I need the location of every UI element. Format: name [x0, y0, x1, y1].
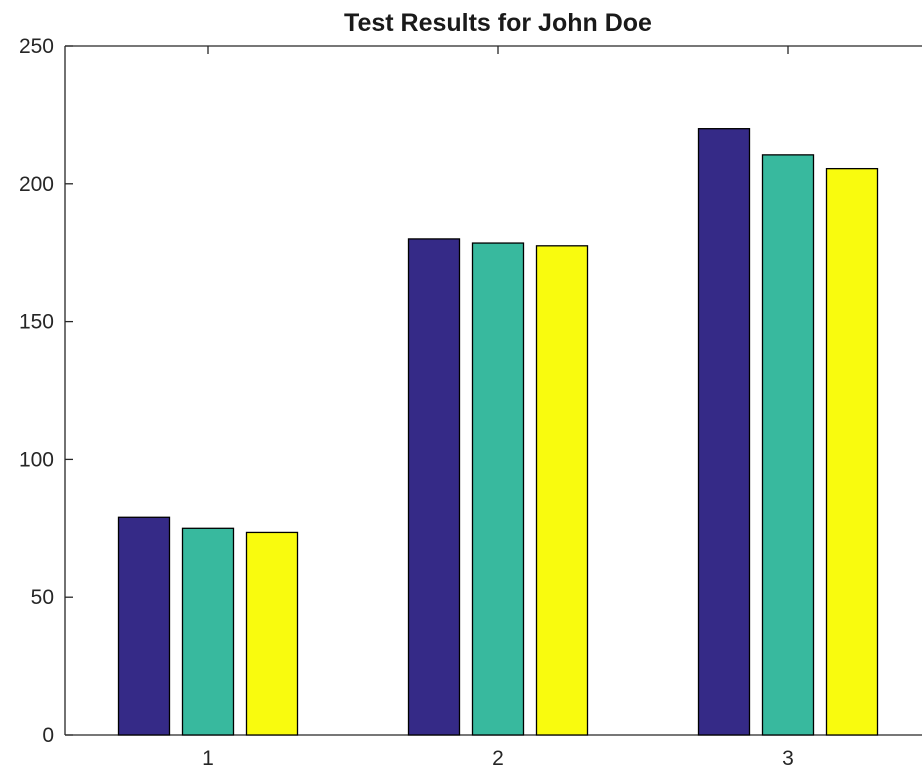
bar-group [117, 128, 879, 736]
bar-cat3-series1 [697, 128, 751, 736]
x-tick-label: 3 [782, 747, 794, 770]
y-tick-label: 100 [19, 448, 54, 471]
chart-title: Test Results for John Doe [344, 9, 652, 37]
bar-cat3-series2 [761, 154, 815, 736]
y-axis-ticks: 0 50 100 150 200 250 [19, 35, 73, 747]
y-tick-label: 200 [19, 173, 54, 196]
y-tick-label: 250 [19, 35, 54, 58]
bar-cat2-series2 [471, 242, 525, 736]
y-tick-label: 50 [31, 586, 54, 609]
y-tick-label: 0 [42, 724, 54, 747]
bar-cat1-series2 [181, 527, 235, 736]
y-tick-label: 150 [19, 311, 54, 334]
bar-cat2-series1 [407, 238, 461, 736]
bar-cat2-series3 [535, 245, 589, 736]
x-tick-label: 2 [492, 747, 504, 770]
bar-cat1-series1 [117, 516, 171, 736]
bar-cat3-series3 [825, 167, 879, 736]
bar-cat1-series3 [245, 531, 299, 736]
x-tick-label: 1 [202, 747, 214, 770]
